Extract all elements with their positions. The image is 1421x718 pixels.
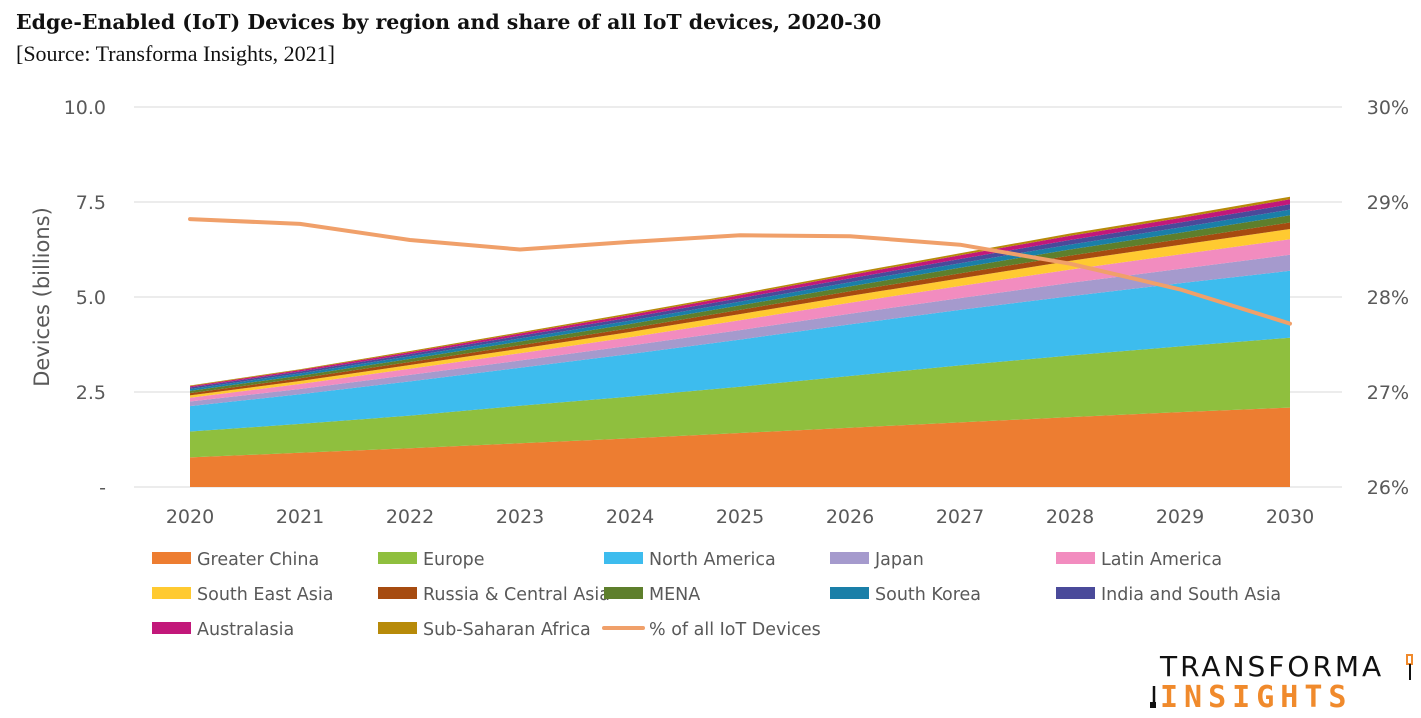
legend-label: Greater China (197, 550, 319, 570)
legend-item-mena: MENA (604, 585, 700, 605)
legend-item-greater-china: Greater China (152, 550, 319, 570)
legend-label: Sub-Saharan Africa (423, 620, 591, 640)
chart-area: -2.55.07.510.0 26%27%28%29%30% 2020 2021 2… (30, 97, 1409, 640)
legend-swatch (378, 622, 417, 634)
area-latin-america (190, 239, 1290, 402)
x-tick-label: 2020 (166, 506, 214, 528)
y2-axis-ticks: 26% 27% 28% 29% 30% (1367, 97, 1409, 499)
legend-swatch (1056, 587, 1095, 599)
y-axis-title: Devices (billions) (30, 207, 54, 387)
legend-item-south-korea: South Korea (830, 585, 981, 605)
y2-tick-label: 27% (1367, 382, 1409, 404)
legend-swatch (604, 587, 643, 599)
legend-swatch (378, 587, 417, 599)
logo-line2: INSIGHTS (1160, 680, 1353, 715)
logo-line1: TRANSFORMA (1160, 650, 1385, 683)
chart-source: [Source: Transforma Insights, 2021] (16, 41, 335, 66)
y2-tick-label: 28% (1367, 287, 1409, 309)
transforma-logo: TRANSFORMA INSIGHTS (1150, 650, 1415, 716)
legend-label: Japan (874, 550, 924, 570)
legend-item-north-america: North America (604, 550, 776, 570)
legend-swatch (152, 552, 191, 564)
x-tick-label: 2021 (276, 506, 324, 528)
legend-item-japan: Japan (830, 550, 924, 570)
stacked-areas (190, 196, 1290, 487)
y-tick-label: 2.5 (76, 382, 106, 404)
x-tick-label: 2024 (606, 506, 654, 528)
y-axis-ticks: - 2.5 5.0 7.5 10.0 (64, 97, 106, 499)
chart-title: Edge-Enabled (IoT) Devices by region and… (16, 10, 882, 34)
legend-swatch (830, 587, 869, 599)
x-tick-label: 2025 (716, 506, 764, 528)
y-tick-label: 10.0 (64, 97, 106, 119)
legend-item-latin-america: Latin America (1056, 550, 1222, 570)
legend-label: % of all IoT Devices (649, 620, 821, 640)
area-russia-central-asia (190, 222, 1290, 396)
legend-swatch (152, 622, 191, 634)
legend-label: Latin America (1101, 550, 1222, 570)
legend: Greater China Europe North America Japan Lat… (152, 550, 1281, 640)
x-tick-label: 2026 (826, 506, 874, 528)
x-axis-ticks: 2020 2021 2022 2023 2024 2025 2026 2027 2028 2029… (166, 506, 1314, 528)
legend-label: South Korea (875, 585, 981, 605)
area-mena (190, 215, 1290, 394)
y-tick-label: - (99, 477, 106, 499)
legend-item-south-east-asia: South East Asia (152, 585, 333, 605)
area-europe (190, 337, 1290, 458)
area-north-america (190, 270, 1290, 432)
x-tick-label: 2022 (386, 506, 434, 528)
legend-swatch (604, 552, 643, 564)
area-japan (190, 254, 1290, 407)
legend-swatch (830, 552, 869, 564)
legend-swatch (378, 552, 417, 564)
x-tick-label: 2023 (496, 506, 544, 528)
y2-tick-label: 30% (1367, 97, 1409, 119)
x-tick-label: 2027 (936, 506, 984, 528)
legend-item-india-and-south-asia: India and South Asia (1056, 585, 1281, 605)
area-india-and-south-asia (190, 204, 1290, 389)
legend-swatch (152, 587, 191, 599)
x-tick-label: 2028 (1046, 506, 1094, 528)
legend-item-sub-saharan-africa: Sub-Saharan Africa (378, 620, 591, 640)
y2-tick-label: 29% (1367, 192, 1409, 214)
area-south-east-asia (190, 229, 1290, 398)
legend-label: India and South Asia (1101, 585, 1281, 605)
area-australasia (190, 199, 1290, 388)
y-tick-label: 5.0 (76, 287, 106, 309)
x-tick-label: 2029 (1156, 506, 1204, 528)
area-greater-china (190, 407, 1290, 487)
legend-label: MENA (649, 585, 700, 605)
legend-label: Europe (423, 550, 485, 570)
legend-item-australasia: Australasia (152, 620, 294, 640)
legend-swatch (1056, 552, 1095, 564)
area-sub-saharan-africa (190, 196, 1290, 387)
y-tick-label: 7.5 (76, 192, 106, 214)
legend-item--of-all-iot-devices: % of all IoT Devices (602, 620, 821, 640)
legend-item-russia-central-asia: Russia & Central Asia (378, 585, 610, 605)
legend-label: Australasia (197, 620, 294, 640)
legend-label: North America (649, 550, 776, 570)
x-tick-label: 2030 (1266, 506, 1314, 528)
legend-item-europe: Europe (378, 550, 485, 570)
y2-tick-label: 26% (1367, 477, 1409, 499)
legend-label: Russia & Central Asia (423, 585, 610, 605)
line-layer (188, 217, 1292, 326)
legend-label: South East Asia (197, 585, 333, 605)
line-pct-of-all-iot (188, 217, 1292, 326)
